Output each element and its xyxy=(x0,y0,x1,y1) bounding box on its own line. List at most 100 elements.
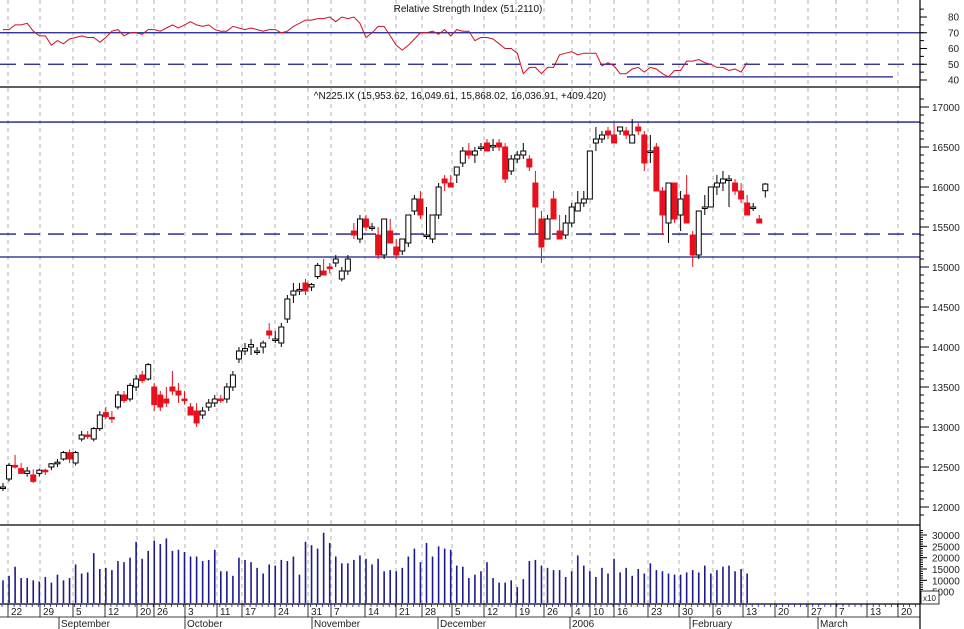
candle xyxy=(647,135,654,163)
day-label: 12 xyxy=(108,607,120,618)
candle xyxy=(544,215,551,240)
day-label: 27 xyxy=(811,607,823,618)
candle xyxy=(713,175,720,195)
day-label: 30 xyxy=(682,607,694,618)
day-label: 17 xyxy=(245,607,257,618)
candle xyxy=(199,407,206,419)
day-label: 11 xyxy=(220,607,231,618)
candle xyxy=(169,371,176,395)
candle xyxy=(707,186,714,208)
candle xyxy=(465,143,472,159)
candle xyxy=(520,143,527,159)
candle xyxy=(84,431,91,439)
candle xyxy=(278,323,285,347)
candle xyxy=(151,383,158,411)
rsi-panel: Relative Strength Index (51.2110) xyxy=(0,4,920,78)
day-label: 4 xyxy=(575,607,581,618)
candle xyxy=(484,139,490,152)
rsi-tick-label: 80 xyxy=(948,13,960,24)
candle xyxy=(423,207,430,239)
candle xyxy=(586,150,593,200)
candle xyxy=(441,175,448,191)
month-label: March xyxy=(820,619,848,629)
candle xyxy=(526,155,533,171)
candle xyxy=(429,214,436,243)
candle xyxy=(187,403,194,416)
candle xyxy=(66,449,73,463)
date-axis: 22 29 5 12 20 26 3 11 17 24 31 7 14 21 28 5 12 19 26 4 10 16 2… xyxy=(0,604,920,629)
price-tick-label: 16000 xyxy=(932,183,960,194)
candle xyxy=(229,371,236,391)
rsi-tick-label: 50 xyxy=(948,60,960,71)
day-label: 21 xyxy=(399,607,411,618)
rsi-tick-label: 60 xyxy=(948,44,960,55)
candle xyxy=(598,131,605,143)
day-label: 26 xyxy=(547,607,559,618)
month-label: September xyxy=(61,619,111,629)
candle xyxy=(302,279,309,295)
price-tick-label: 12500 xyxy=(932,463,960,474)
candle xyxy=(447,175,454,188)
candle xyxy=(399,238,406,255)
candle xyxy=(550,191,557,220)
day-label: 29 xyxy=(43,607,55,618)
price-tick-label: 12000 xyxy=(932,503,960,514)
price-tick-label: 13500 xyxy=(932,383,960,394)
candle xyxy=(181,391,188,405)
candle xyxy=(320,259,327,276)
candle xyxy=(459,147,466,167)
candle xyxy=(42,468,49,475)
day-label: 28 xyxy=(425,607,437,618)
day-label: 14 xyxy=(368,607,380,618)
price-tick-label: 16500 xyxy=(932,143,960,154)
price-tick-label: 15500 xyxy=(932,223,960,234)
day-label: 16 xyxy=(617,607,629,618)
candle xyxy=(0,483,6,491)
candle xyxy=(514,151,521,163)
candle xyxy=(60,451,67,461)
day-label: 20 xyxy=(901,607,913,618)
rsi-title: Relative Strength Index (51.2110) xyxy=(394,4,543,15)
candle xyxy=(102,407,109,419)
day-label: 13 xyxy=(746,607,758,618)
candle xyxy=(496,139,503,151)
month-label: October xyxy=(187,619,223,629)
candle xyxy=(417,191,424,219)
candle xyxy=(671,182,678,223)
candle xyxy=(695,210,702,259)
price-tick-label: 13000 xyxy=(932,423,960,434)
candle xyxy=(48,463,55,471)
rsi-tick-label: 70 xyxy=(948,28,960,39)
candle xyxy=(411,195,418,215)
candle xyxy=(369,223,376,231)
day-label: 7 xyxy=(334,607,340,618)
price-panel: ^N225.IX (15,953.62, 16,049.61, 15,868.0… xyxy=(0,91,920,491)
candle xyxy=(405,214,412,247)
candle xyxy=(163,387,170,407)
day-label: 12 xyxy=(487,607,499,618)
price-tick-label: 14500 xyxy=(932,303,960,314)
candle xyxy=(665,182,672,243)
volume-tick-label: 10000 xyxy=(932,576,960,587)
candle xyxy=(332,255,339,267)
candle xyxy=(223,383,230,403)
candle xyxy=(78,431,85,442)
candle xyxy=(756,215,763,224)
day-label: 7 xyxy=(839,607,845,618)
candle xyxy=(54,459,61,467)
candle xyxy=(356,215,363,243)
vertical-gridlines xyxy=(7,0,899,605)
volume-panel xyxy=(2,532,748,603)
day-label: 31 xyxy=(311,607,323,618)
candle xyxy=(350,223,357,239)
candle xyxy=(605,127,611,139)
candle xyxy=(387,219,394,244)
volume-tick-label: 5000 xyxy=(932,588,955,599)
candle xyxy=(502,143,509,183)
day-label: 23 xyxy=(651,607,663,618)
price-tick-label: 15000 xyxy=(932,263,960,274)
candle xyxy=(363,215,369,231)
candle xyxy=(538,211,545,263)
candle xyxy=(96,411,103,431)
